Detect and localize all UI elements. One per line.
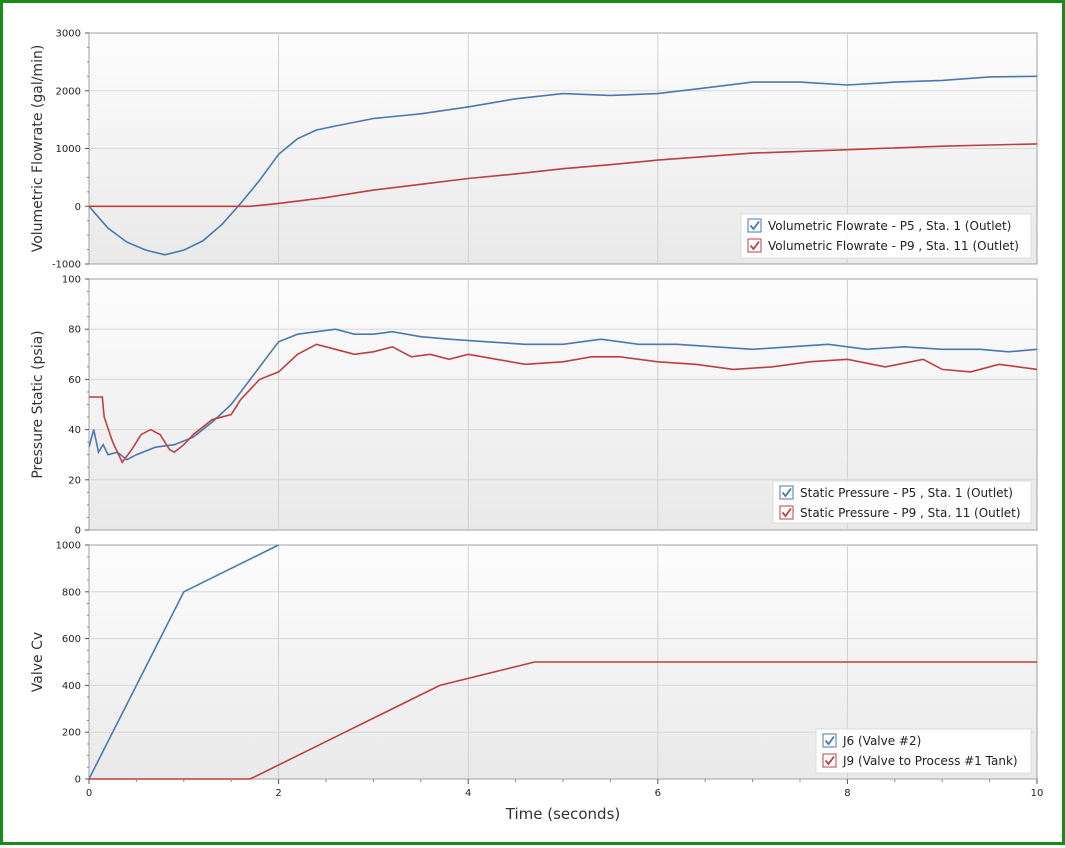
y-tick-label: 100 — [62, 275, 81, 286]
checkbox-box[interactable] — [779, 485, 794, 500]
y-tick-label: -1000 — [52, 260, 81, 271]
legend-label: Volumetric Flowrate - P9 , Sta. 11 (Outl… — [768, 239, 1019, 253]
series-line-2 — [89, 661, 1037, 780]
legend: Static Pressure - P5 , Sta. 1 (Outlet) St… — [772, 480, 1032, 524]
y-tick-label: 2000 — [56, 86, 81, 97]
y-tick-label: 200 — [62, 728, 81, 739]
legend-label: Static Pressure - P5 , Sta. 1 (Outlet) — [800, 486, 1013, 500]
series-line-1 — [89, 328, 1037, 461]
checkbox-box[interactable] — [822, 753, 837, 768]
y-axis-label: Valve Cv — [30, 632, 46, 692]
check-icon — [781, 487, 792, 498]
legend-label: J6 (Valve #2) — [842, 734, 921, 748]
legend-checkbox[interactable] — [779, 485, 794, 500]
x-tick-label: 2 — [275, 788, 281, 799]
y-tick-label: 1000 — [56, 144, 81, 155]
x-tick-label: 10 — [1031, 788, 1044, 799]
check-icon — [781, 507, 792, 518]
check-icon — [749, 240, 760, 251]
legend-label: Volumetric Flowrate - P5 , Sta. 1 (Outle… — [768, 219, 1011, 233]
y-tick-label: 40 — [68, 425, 81, 436]
y-axis-label: Pressure Static (psia) — [30, 330, 46, 478]
y-tick-label: 600 — [62, 634, 81, 645]
y-tick-label: 0 — [75, 202, 81, 213]
x-axis-label: Time (seconds) — [505, 805, 621, 823]
checkbox-box[interactable] — [779, 505, 794, 520]
series-line-2 — [89, 143, 1037, 208]
legend-box — [772, 480, 1032, 524]
x-tick-label: 4 — [465, 788, 471, 799]
y-axis-label: Volumetric Flowrate (gal/min) — [30, 45, 46, 253]
y-tick-label: 3000 — [56, 29, 81, 40]
legend-label: J9 (Valve to Process #1 Tank) — [842, 754, 1018, 768]
x-tick-label: 8 — [844, 788, 850, 799]
x-tick-label: 6 — [655, 788, 661, 799]
chart-panel-3: 0 200 400 600 800 1000 Valve Cv J6 (Valve #2) J9… — [30, 541, 1043, 800]
series-line-1 — [89, 75, 1037, 256]
legend: Volumetric Flowrate - P5 , Sta. 1 (Outle… — [740, 213, 1032, 259]
y-tick-label: 20 — [68, 475, 81, 486]
y-tick-label: 1000 — [56, 541, 81, 552]
y-tick-label: 60 — [68, 375, 81, 386]
y-tick-label: 800 — [62, 587, 81, 598]
legend-box — [815, 728, 1032, 774]
series-line-1 — [89, 544, 279, 780]
chart-panel-2: 0 20 40 60 80 100 Pressure Static (psia) Static… — [30, 275, 1038, 537]
legend-checkbox[interactable] — [747, 218, 762, 233]
checkbox-box[interactable] — [747, 218, 762, 233]
legend-label: Static Pressure - P9 , Sta. 11 (Outlet) — [800, 506, 1021, 520]
y-tick-label: 400 — [62, 681, 81, 692]
legend: J6 (Valve #2) J9 (Valve to Process #1 Tan… — [815, 728, 1032, 774]
check-icon — [749, 220, 760, 231]
legend-checkbox[interactable] — [747, 238, 762, 253]
check-icon — [824, 735, 835, 746]
x-tick-label: 0 — [86, 788, 92, 799]
series-line-2 — [89, 343, 1037, 464]
legend-box — [740, 213, 1032, 259]
chart-panel-1: -1000 0 1000 2000 3000 Volumetric Flowrate (g… — [30, 29, 1038, 271]
legend-checkbox[interactable] — [822, 753, 837, 768]
y-tick-label: 0 — [75, 526, 81, 537]
check-icon — [824, 755, 835, 766]
legend-checkbox[interactable] — [822, 733, 837, 748]
checkbox-box[interactable] — [747, 238, 762, 253]
y-tick-label: 80 — [68, 325, 81, 336]
y-tick-label: 0 — [75, 775, 81, 786]
checkbox-box[interactable] — [822, 733, 837, 748]
legend-checkbox[interactable] — [779, 505, 794, 520]
